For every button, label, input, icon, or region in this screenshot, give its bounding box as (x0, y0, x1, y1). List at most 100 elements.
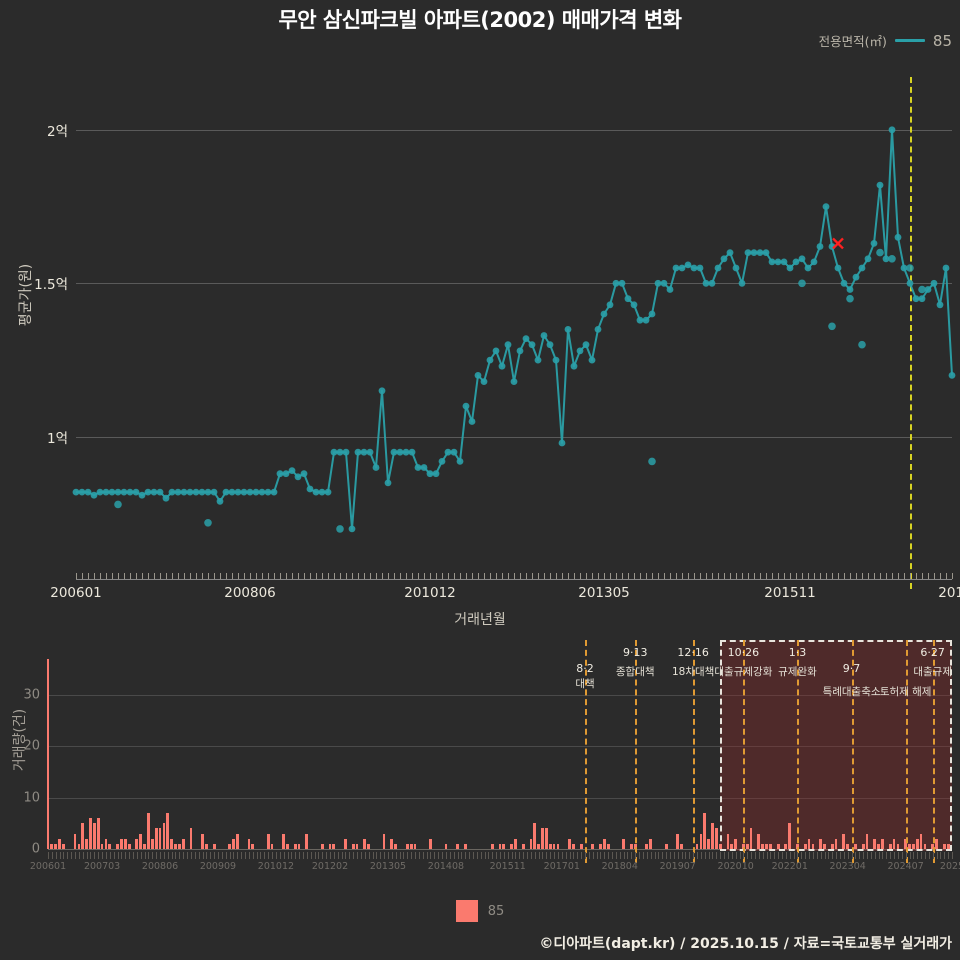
volume-x-minor-tick (897, 852, 899, 859)
volume-x-minor-tick (492, 852, 494, 859)
volume-x-minor-tick (434, 852, 436, 859)
volume-bar (703, 813, 707, 849)
volume-x-minor-tick (272, 852, 274, 859)
volume-bar (286, 843, 289, 849)
x-minor-tick (346, 573, 347, 579)
volume-x-minor-tick (144, 852, 146, 859)
volume-bar (127, 843, 131, 849)
volume-x-minor-tick (105, 852, 107, 859)
x-minor-tick (856, 573, 857, 579)
x-minor-tick (136, 573, 137, 579)
x-minor-tick (286, 573, 287, 579)
volume-x-minor-tick (160, 852, 162, 859)
volume-x-minor-tick (689, 852, 691, 859)
volume-bar (235, 833, 239, 849)
volume-x-minor-tick (754, 852, 756, 859)
x-minor-tick (604, 573, 605, 579)
volume-bar (819, 838, 823, 849)
x-minor-tick (670, 573, 671, 579)
volume-gridline (48, 695, 952, 697)
volume-bar (788, 823, 792, 849)
volume-x-minor-tick (639, 852, 641, 859)
volume-x-minor-tick (295, 852, 297, 859)
volume-bar (174, 843, 177, 849)
volume-bar (602, 838, 606, 849)
volume-x-minor-tick (801, 852, 803, 859)
volume-x-minor-tick (457, 852, 459, 859)
x-minor-tick (352, 573, 353, 579)
volume-bar (834, 838, 838, 849)
volume-x-minor-tick (67, 852, 69, 859)
x-tick-label: 200601 (50, 585, 102, 601)
volume-x-minor-tick (832, 852, 834, 859)
volume-x-minor-tick (546, 852, 548, 859)
volume-x-minor-tick (936, 852, 938, 859)
x-minor-tick (514, 573, 515, 579)
volume-x-minor-tick (561, 852, 563, 859)
volume-x-minor-tick (136, 852, 138, 859)
x-minor-tick (238, 573, 239, 579)
volume-x-tick-label: 200703 (83, 861, 121, 872)
volume-x-minor-tick (306, 852, 308, 859)
volume-bar (776, 843, 780, 849)
volume-bar (170, 838, 173, 849)
volume-bar (96, 818, 100, 849)
volume-bar (147, 813, 150, 849)
volume-bar (606, 843, 610, 849)
volume-bar (757, 833, 761, 849)
volume-y-tick-label: 10 (23, 790, 40, 806)
volume-x-minor-tick (654, 852, 656, 859)
policy-annotation-date: 8·2 (576, 662, 594, 675)
x-minor-tick (268, 573, 269, 579)
volume-x-minor-tick (855, 852, 857, 859)
volume-x-minor-tick (82, 852, 84, 859)
volume-bar (541, 828, 544, 849)
volume-x-minor-tick (214, 852, 216, 859)
x-minor-tick (508, 573, 509, 579)
x-minor-tick (94, 573, 95, 579)
volume-x-minor-tick (909, 852, 911, 859)
volume-x-minor-tick (762, 852, 764, 859)
volume-bar (881, 838, 884, 849)
volume-bar (645, 843, 649, 849)
x-minor-tick (454, 573, 455, 579)
volume-bar (54, 843, 58, 849)
x-minor-tick (448, 573, 449, 579)
volume-bar (228, 843, 231, 849)
x-minor-tick (796, 573, 797, 579)
volume-bar (232, 838, 235, 849)
series-legend-top: 전용면적(㎡) 85 (819, 31, 952, 50)
volume-bar (823, 843, 826, 849)
x-minor-tick (466, 573, 467, 579)
x-tick-label: 201012 (404, 585, 456, 601)
x-minor-tick (634, 573, 635, 579)
volume-bar (355, 843, 359, 849)
volume-bar (544, 828, 548, 849)
x-minor-tick (190, 573, 191, 579)
volume-x-minor-tick (202, 852, 204, 859)
volume-x-minor-tick (438, 852, 440, 859)
x-minor-tick (394, 573, 395, 579)
policy-annotation-text: 규제완화 (778, 666, 817, 678)
volume-x-minor-tick (635, 852, 637, 859)
volume-x-minor-tick (326, 852, 328, 859)
volume-x-minor-tick (78, 852, 80, 859)
x-minor-tick (778, 573, 779, 579)
policy-annotation-date: 12·16 (677, 646, 709, 659)
x-minor-tick (244, 573, 245, 579)
x-minor-tick (574, 573, 575, 579)
volume-x-minor-tick (63, 852, 65, 859)
volume-x-tick-label: 202304 (829, 861, 866, 872)
volume-x-tick-label: 201305 (369, 861, 407, 872)
volume-x-tick-label: 200909 (199, 861, 237, 872)
volume-x-minor-tick (411, 852, 413, 859)
volume-x-minor-tick (341, 852, 343, 859)
volume-x-minor-tick (330, 852, 332, 859)
volume-bar (699, 833, 703, 849)
volume-x-minor-tick (774, 852, 776, 859)
x-minor-tick (562, 573, 563, 579)
volume-y-tick-label: 0 (31, 841, 40, 857)
x-minor-tick (292, 573, 293, 579)
volume-x-minor-tick (724, 852, 726, 859)
volume-x-minor-tick (503, 852, 505, 859)
